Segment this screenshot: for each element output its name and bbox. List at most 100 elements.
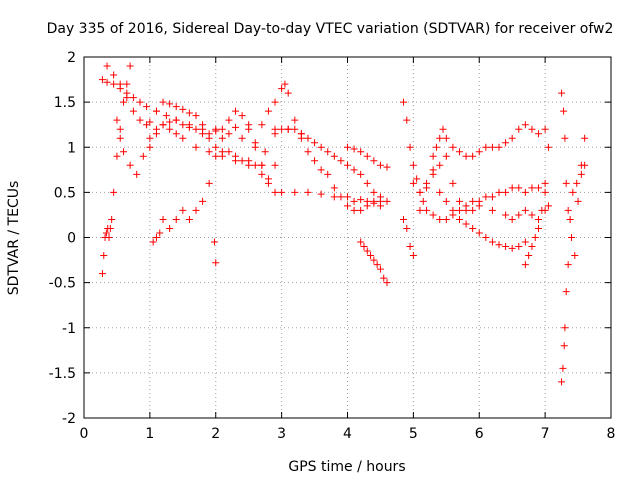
data-point bbox=[370, 197, 378, 205]
data-point bbox=[449, 206, 457, 214]
data-point bbox=[357, 206, 365, 214]
data-point bbox=[562, 288, 570, 296]
data-point bbox=[192, 125, 200, 133]
y-tick-label: 1.5 bbox=[54, 95, 76, 111]
data-point bbox=[210, 238, 218, 246]
data-point bbox=[281, 80, 289, 88]
data-point bbox=[363, 202, 371, 210]
data-point bbox=[238, 134, 246, 142]
data-point bbox=[508, 215, 516, 223]
data-point bbox=[455, 148, 463, 156]
data-point bbox=[284, 89, 292, 97]
data-point bbox=[172, 103, 180, 111]
data-point bbox=[436, 161, 444, 169]
data-point bbox=[419, 197, 427, 205]
data-point bbox=[205, 134, 213, 142]
data-point bbox=[258, 170, 266, 178]
data-point bbox=[541, 179, 549, 187]
data-point bbox=[455, 206, 463, 214]
data-point bbox=[357, 196, 365, 204]
data-point bbox=[350, 166, 358, 174]
data-point bbox=[179, 121, 187, 129]
data-point bbox=[502, 139, 510, 147]
data-point bbox=[515, 125, 523, 133]
data-point bbox=[560, 342, 568, 350]
data-point bbox=[350, 197, 358, 205]
data-point bbox=[330, 152, 338, 160]
data-point bbox=[363, 247, 371, 255]
data-point bbox=[558, 378, 566, 386]
series-arc-17 bbox=[558, 161, 589, 386]
x-tick-label: 6 bbox=[475, 426, 484, 442]
data-point bbox=[98, 76, 106, 84]
y-tick-label: 1 bbox=[67, 140, 76, 156]
data-point bbox=[317, 143, 325, 151]
data-point bbox=[291, 188, 299, 196]
data-point bbox=[185, 109, 193, 117]
data-point bbox=[317, 190, 325, 198]
data-point bbox=[475, 229, 483, 237]
series-arc-15 bbox=[521, 143, 552, 269]
data-point bbox=[251, 161, 259, 169]
data-point bbox=[508, 184, 516, 192]
series-isolated bbox=[210, 238, 220, 267]
data-point bbox=[146, 118, 154, 126]
data-point bbox=[482, 143, 490, 151]
data-point bbox=[136, 116, 144, 124]
data-point bbox=[179, 206, 187, 214]
data-point bbox=[521, 238, 529, 246]
data-point bbox=[521, 188, 529, 196]
data-point bbox=[528, 243, 536, 251]
data-point bbox=[350, 206, 358, 214]
y-tick-label: -0.5 bbox=[49, 276, 76, 292]
data-point bbox=[350, 145, 358, 153]
data-point bbox=[344, 202, 351, 210]
data-point bbox=[123, 94, 131, 102]
data-point bbox=[291, 116, 299, 124]
data-point bbox=[166, 118, 174, 126]
data-point bbox=[416, 206, 424, 214]
data-point bbox=[113, 116, 121, 124]
data-point bbox=[566, 215, 574, 223]
data-point bbox=[102, 229, 110, 237]
data-point bbox=[304, 148, 312, 156]
series-arc-16 bbox=[558, 89, 589, 260]
data-point bbox=[225, 148, 233, 156]
data-point bbox=[538, 206, 546, 214]
data-point bbox=[192, 206, 200, 214]
data-point bbox=[367, 252, 375, 260]
data-point bbox=[569, 188, 577, 196]
data-point bbox=[423, 206, 431, 214]
data-point bbox=[218, 148, 226, 156]
data-point bbox=[120, 98, 128, 106]
data-point bbox=[133, 170, 141, 178]
data-point bbox=[515, 243, 523, 251]
data-point bbox=[535, 130, 543, 138]
data-point bbox=[567, 234, 575, 241]
data-point bbox=[370, 188, 378, 196]
data-point bbox=[98, 270, 106, 278]
data-point bbox=[423, 184, 431, 192]
data-point bbox=[271, 161, 279, 169]
data-point bbox=[502, 188, 510, 196]
data-point bbox=[225, 116, 233, 124]
data-point bbox=[264, 179, 272, 187]
data-point bbox=[561, 324, 569, 332]
data-point bbox=[357, 170, 365, 178]
data-point bbox=[409, 252, 417, 260]
data-point bbox=[475, 148, 483, 156]
data-point bbox=[521, 206, 529, 214]
data-point bbox=[251, 143, 259, 151]
data-point bbox=[212, 152, 220, 160]
x-tick-label: 5 bbox=[409, 426, 418, 442]
series-arc-7 bbox=[264, 80, 384, 214]
data-point bbox=[129, 107, 137, 115]
data-point bbox=[581, 134, 589, 142]
data-point bbox=[559, 364, 567, 372]
data-point bbox=[278, 85, 286, 93]
data-point bbox=[245, 161, 253, 169]
data-point bbox=[146, 143, 154, 151]
data-point bbox=[106, 224, 114, 232]
data-point bbox=[271, 130, 279, 138]
data-point bbox=[311, 139, 319, 147]
